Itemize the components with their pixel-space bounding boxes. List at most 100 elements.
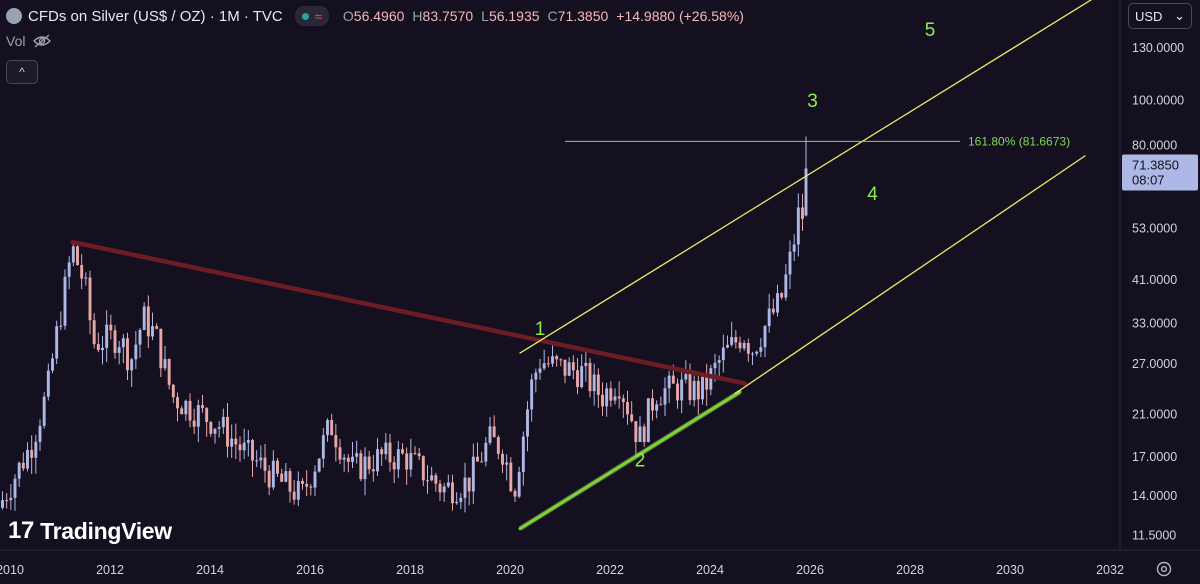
candle-body xyxy=(117,347,121,353)
candle-body xyxy=(167,359,171,385)
candle-body xyxy=(534,372,538,380)
candle-body xyxy=(755,351,759,354)
candle-body xyxy=(367,456,371,470)
candle-body xyxy=(671,375,675,384)
candle-body xyxy=(180,408,184,415)
y-tick-label: 27.0000 xyxy=(1132,357,1177,371)
candle-body xyxy=(796,207,800,245)
candle-body xyxy=(84,277,88,279)
tradingview-wordmark: TradingView xyxy=(40,517,172,544)
candle-body xyxy=(630,414,634,422)
x-tick-label: 2030 xyxy=(996,563,1024,577)
candle-body xyxy=(638,426,642,442)
candle-body xyxy=(192,420,196,427)
candle-body xyxy=(476,456,479,462)
candle-body xyxy=(455,501,459,504)
candle-body xyxy=(342,457,346,460)
ohlc-values: O56.4960 H83.7570 L56.1935 C71.3850 +14.… xyxy=(343,8,744,24)
candle-body xyxy=(767,308,771,327)
candle-body xyxy=(359,453,363,480)
candle-body xyxy=(513,491,517,497)
symbol-logo-icon[interactable] xyxy=(6,8,22,24)
candle-body xyxy=(142,306,146,330)
volume-label: Vol xyxy=(6,33,26,49)
candle-body xyxy=(584,362,588,367)
candle-body xyxy=(1,500,4,508)
candle-body xyxy=(763,326,767,348)
ohlc-open: O56.4960 xyxy=(342,8,405,24)
candle-body xyxy=(621,398,625,403)
candle-body xyxy=(517,472,521,497)
candle-body xyxy=(292,491,296,500)
candle-body xyxy=(242,442,246,451)
approx-data-icon: ≈ xyxy=(314,8,322,24)
candle-body xyxy=(326,420,329,436)
candle-body xyxy=(80,264,84,279)
candle-body xyxy=(109,324,113,331)
candle-body xyxy=(184,400,188,415)
candle-body xyxy=(88,277,92,321)
chevron-down-icon: ⌄ xyxy=(1174,8,1185,23)
gear-icon[interactable] xyxy=(1155,560,1173,578)
candle-body xyxy=(655,404,659,411)
candle-body xyxy=(13,478,17,498)
candle-body xyxy=(788,251,792,275)
channel-upper-line xyxy=(519,0,1093,354)
last-candle-body xyxy=(804,168,808,216)
symbol-title[interactable]: CFDs on Silver (US$ / OZ) · 1M · TVC xyxy=(28,7,283,25)
candle-body xyxy=(9,497,13,501)
candle-body xyxy=(42,396,46,426)
candlestick-series xyxy=(1,136,808,513)
candle-body xyxy=(588,362,592,392)
candle-body xyxy=(496,437,500,454)
candle-body xyxy=(605,388,609,407)
candle-body xyxy=(380,449,384,455)
candle-body xyxy=(726,344,729,348)
candle-body xyxy=(113,330,117,353)
candle-body xyxy=(271,460,275,488)
candle-body xyxy=(346,457,350,462)
eye-hidden-icon[interactable] xyxy=(33,34,52,48)
last-price-tag xyxy=(1122,154,1198,191)
bar-countdown-label: 08:07 xyxy=(1132,172,1165,187)
candle-body xyxy=(296,480,300,500)
candle-body xyxy=(580,366,584,388)
x-tick-label: 2016 xyxy=(296,563,324,577)
candle-body xyxy=(667,375,671,389)
candle-body xyxy=(221,416,225,428)
candle-body xyxy=(230,438,234,447)
x-tick-label: 2028 xyxy=(896,563,924,577)
currency-select[interactable]: USD ⌄ xyxy=(1128,3,1192,29)
candle-body xyxy=(276,460,279,474)
candle-body xyxy=(659,404,663,406)
candle-body xyxy=(226,416,229,447)
candle-body xyxy=(746,343,750,354)
candle-body xyxy=(76,246,79,265)
chart-legend: CFDs on Silver (US$ / OZ) · 1M · TVC ≈ O… xyxy=(6,6,744,26)
candle-body xyxy=(363,456,367,480)
resistance-line xyxy=(70,239,748,386)
x-tick-label: 2010 xyxy=(0,563,24,577)
candle-body xyxy=(71,246,75,263)
candle-body xyxy=(405,453,409,470)
candle-body xyxy=(542,363,546,369)
market-open-dot-icon xyxy=(301,12,309,20)
candle-body xyxy=(376,449,379,472)
candle-body xyxy=(592,374,596,392)
y-tick-label: 17.0000 xyxy=(1132,450,1177,464)
collapse-legend-button[interactable]: ^ xyxy=(6,60,38,84)
candle-body xyxy=(176,397,179,409)
currency-value: USD xyxy=(1135,8,1163,24)
ohlc-high: H83.7570 xyxy=(412,8,474,24)
x-tick-label: 2018 xyxy=(396,563,424,577)
candle-body xyxy=(734,337,738,343)
candle-body xyxy=(771,308,775,313)
candle-body xyxy=(509,462,513,492)
market-status-badge[interactable]: ≈ xyxy=(294,6,329,26)
candle-body xyxy=(576,370,579,388)
y-tick-label: 11.5000 xyxy=(1132,529,1176,543)
volume-indicator[interactable]: Vol xyxy=(6,33,52,49)
tradingview-logo: 17 TradingView xyxy=(8,517,172,545)
candle-body xyxy=(130,359,134,371)
